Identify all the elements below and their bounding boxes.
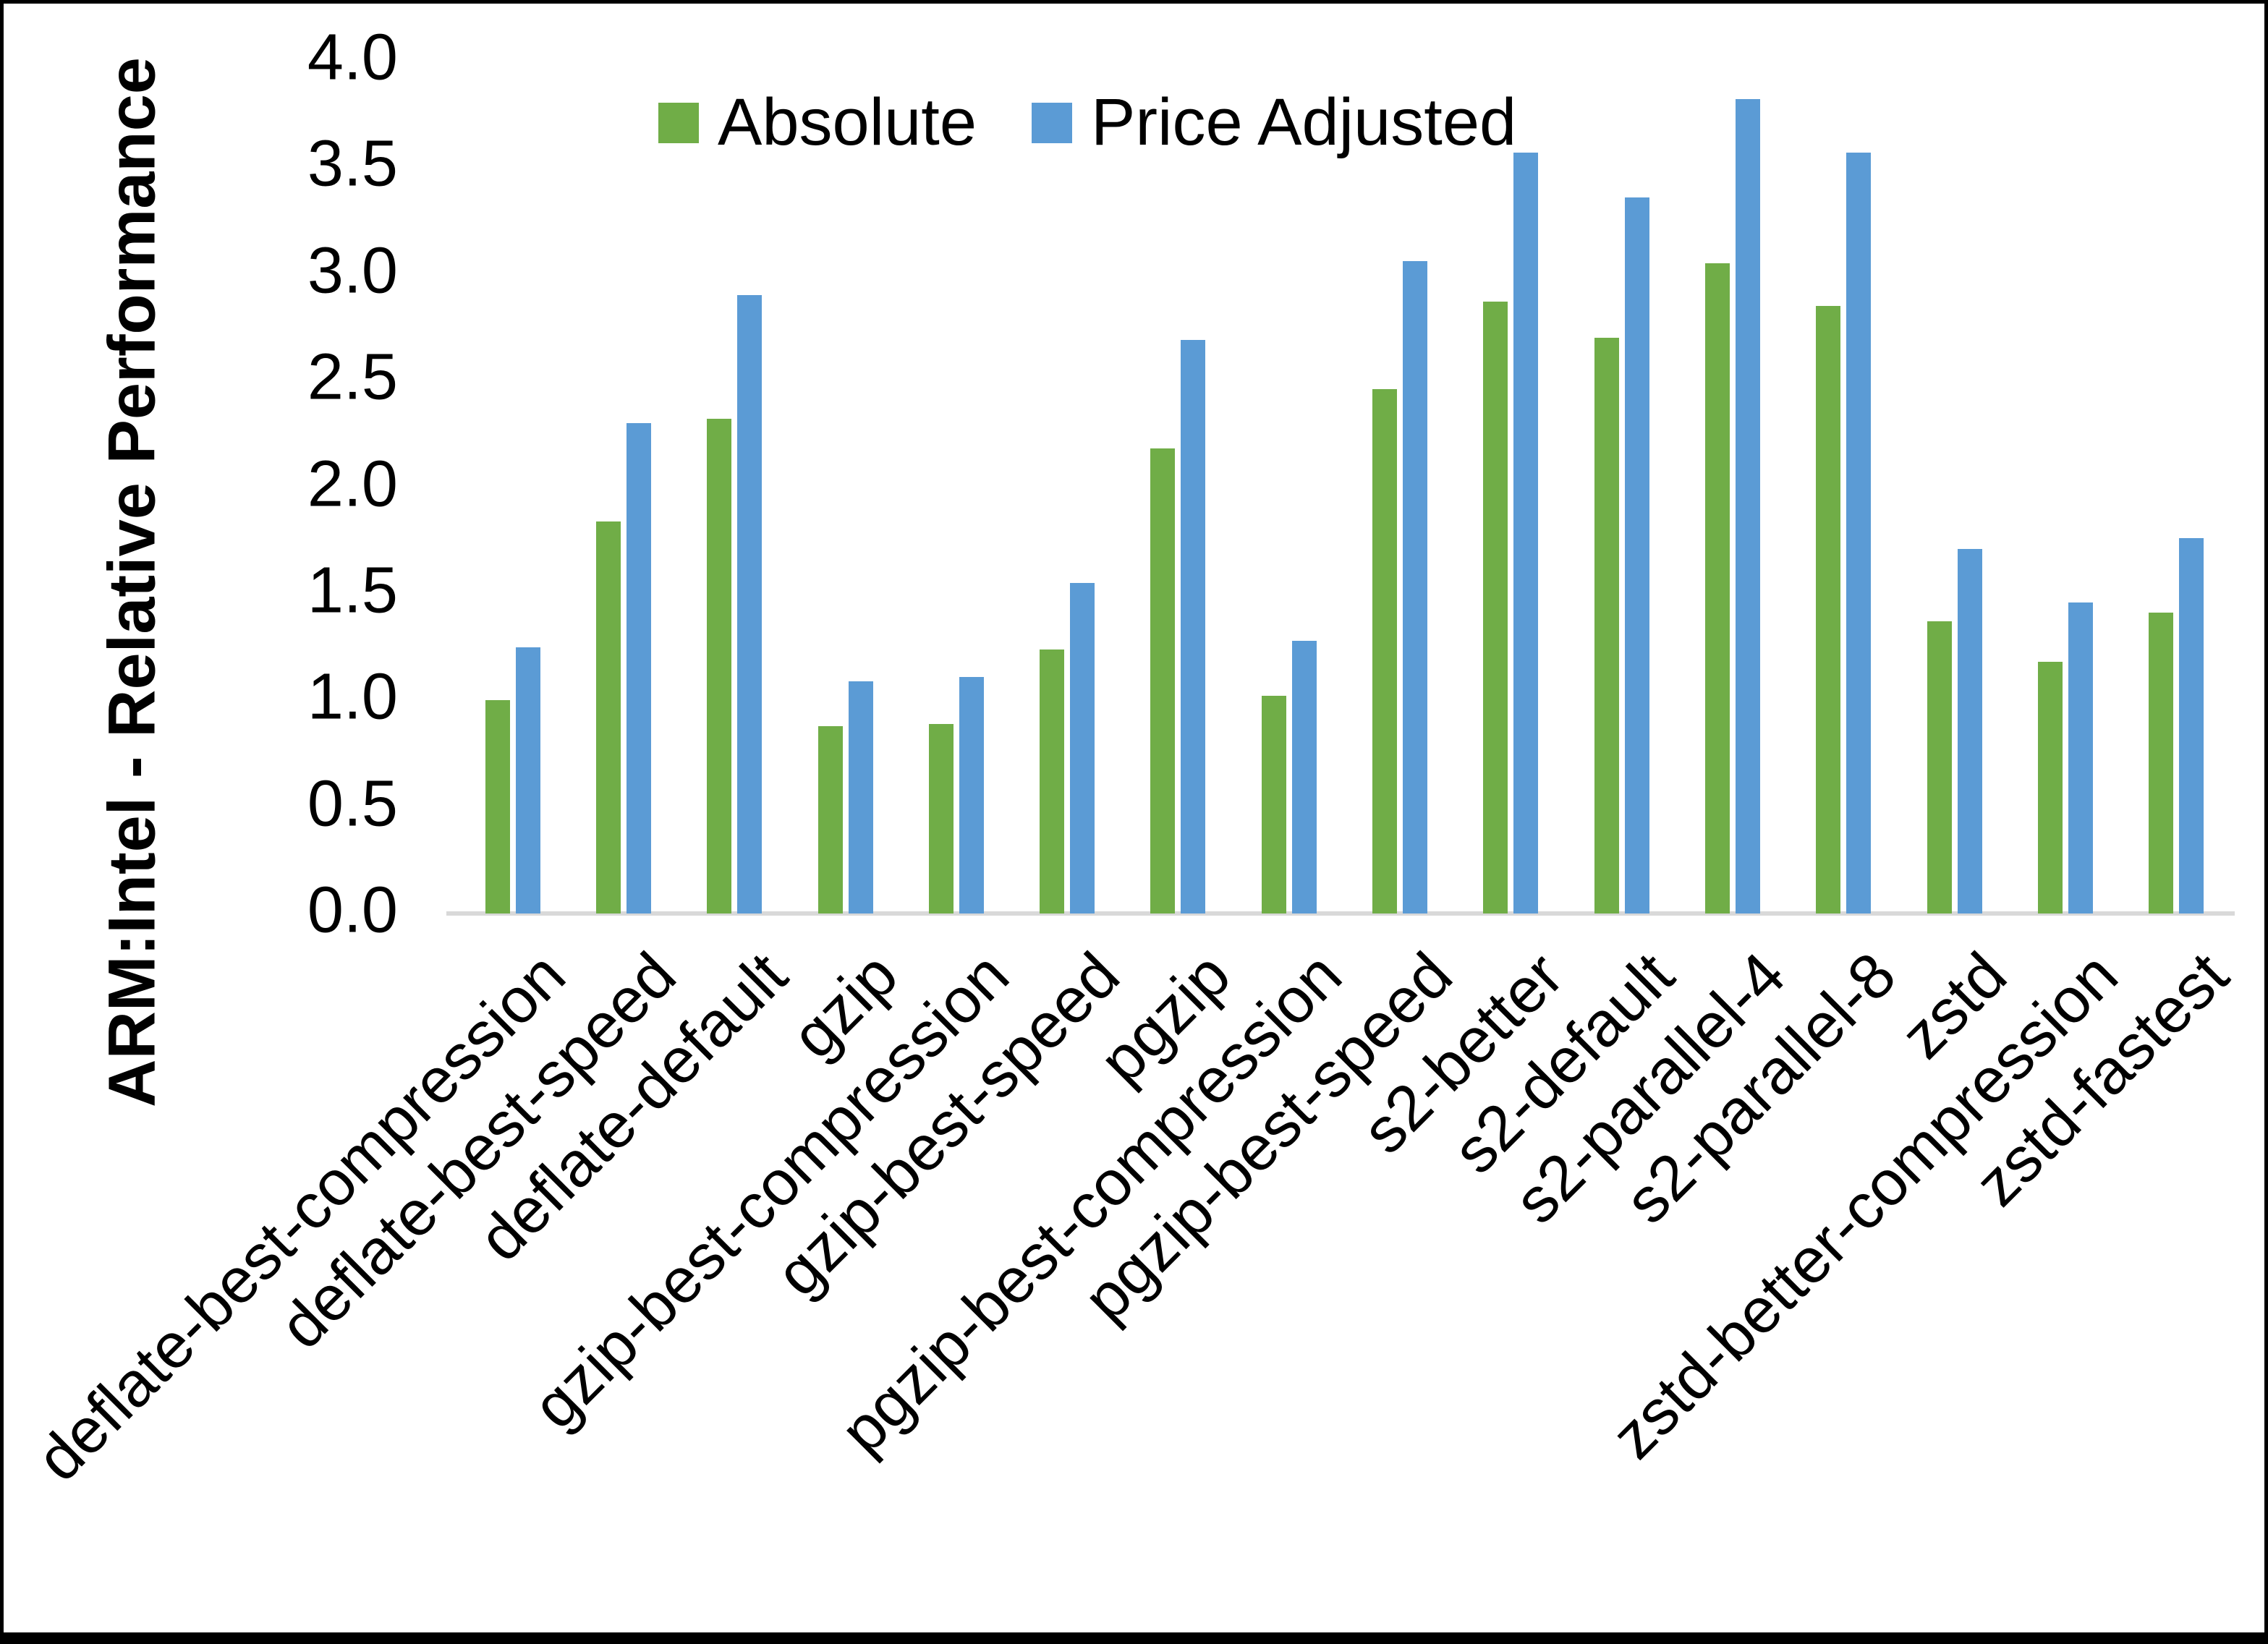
bar-absolute-s2-default: [1594, 338, 1619, 913]
bar-absolute-deflate-best-speed: [596, 521, 621, 913]
bar-price-adjusted-pgzip-best-speed: [1403, 261, 1427, 913]
bar-price-adjusted-s2-default: [1625, 197, 1649, 913]
bar-price-adjusted-pgzip: [1181, 340, 1205, 913]
bar-absolute-deflate-best-compression: [485, 700, 510, 913]
legend-item-absolute: Absolute: [658, 85, 977, 161]
bar-price-adjusted-s2-better: [1513, 153, 1538, 913]
y-tick-label-0.5: 0.5: [307, 767, 398, 840]
bar-price-adjusted-deflate-best-speed: [627, 423, 651, 913]
y-tick-label-1.5: 1.5: [307, 554, 398, 627]
bar-absolute-zstd: [1927, 621, 1952, 913]
bar-price-adjusted-zstd-fastest: [2179, 538, 2204, 913]
bar-price-adjusted-deflate-best-compression: [516, 647, 540, 913]
bar-price-adjusted-zstd: [1958, 549, 1982, 913]
y-tick-label-2.0: 2.0: [307, 447, 398, 520]
legend-swatch-price-adjusted: [1032, 102, 1073, 143]
y-tick-label-0.0: 0.0: [307, 874, 398, 947]
y-tick-label-2.5: 2.5: [307, 341, 398, 414]
y-tick-label-3.0: 3.0: [307, 234, 398, 307]
bar-absolute-gzip: [818, 726, 843, 913]
legend-label-absolute: Absolute: [718, 85, 977, 159]
y-tick-label-3.5: 3.5: [307, 127, 398, 200]
bar-price-adjusted-gzip-best-speed: [1070, 583, 1095, 913]
bar-absolute-pgzip: [1150, 448, 1175, 913]
legend-label-price-adjusted: Price Adjusted: [1091, 85, 1517, 159]
bar-absolute-s2-parallel-4: [1705, 263, 1730, 913]
y-tick-label-4.0: 4.0: [307, 21, 398, 94]
y-tick-label-1.0: 1.0: [307, 660, 398, 733]
bar-absolute-s2-better: [1483, 302, 1508, 913]
x-axis-line: [446, 911, 2235, 916]
y-axis-title: ARM:Intel - Relative Performance: [95, 57, 169, 1107]
legend-item-price-adjusted: Price Adjusted: [1032, 85, 1516, 161]
bar-absolute-zstd-better-compression: [2038, 662, 2063, 913]
bar-price-adjusted-s2-parallel-4: [1736, 99, 1760, 913]
bar-price-adjusted-pgzip-best-compression: [1292, 641, 1317, 913]
bar-absolute-pgzip-best-compression: [1262, 696, 1286, 913]
bar-price-adjusted-deflate-default: [737, 295, 762, 913]
bar-price-adjusted-gzip-best-compression: [959, 677, 984, 913]
legend-swatch-absolute: [658, 102, 699, 143]
bar-absolute-zstd-fastest: [2149, 613, 2173, 913]
legend: Absolute Price Adjusted: [658, 85, 1516, 161]
bar-price-adjusted-gzip: [849, 681, 873, 913]
bar-price-adjusted-s2-parallel-8: [1846, 153, 1871, 913]
bar-absolute-deflate-default: [707, 419, 731, 913]
bar-price-adjusted-zstd-better-compression: [2068, 602, 2093, 913]
bar-absolute-gzip-best-speed: [1040, 649, 1064, 913]
bar-absolute-s2-parallel-8: [1816, 306, 1840, 913]
bar-absolute-pgzip-best-speed: [1372, 389, 1397, 913]
bar-absolute-gzip-best-compression: [929, 724, 954, 913]
